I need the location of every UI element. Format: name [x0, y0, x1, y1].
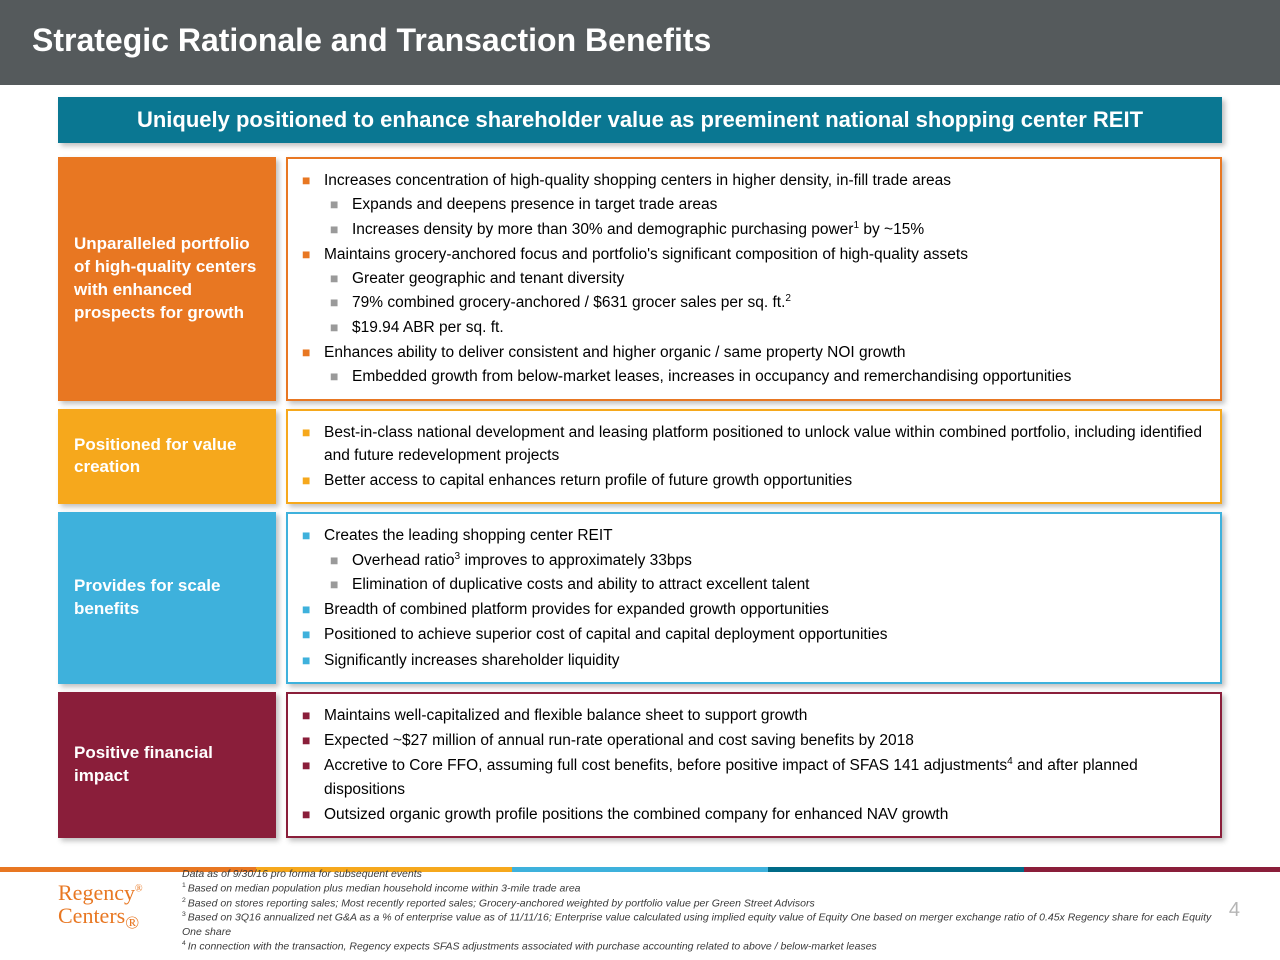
bullet-text: Creates the leading shopping center REIT [324, 527, 613, 544]
sub-bullet: $19.94 ABR per sq. ft. [330, 316, 1206, 339]
bullet-text: Enhances ability to deliver consistent a… [324, 344, 906, 361]
footnote-intro: Data as of 9/30/16 pro forma for subsequ… [182, 867, 1219, 881]
text: Increases density by more than 30% and d… [352, 221, 853, 238]
sub-bullet: Greater geographic and tenant diversity [330, 267, 1206, 290]
footnote: 4 In connection with the transaction, Re… [182, 939, 1219, 954]
sub-bullet: Overhead ratio3 improves to approximatel… [330, 549, 1206, 572]
section-value-creation: Positioned for value creation Best-in-cl… [58, 409, 1222, 505]
bullet: Enhances ability to deliver consistent a… [302, 341, 1206, 389]
banner: Uniquely positioned to enhance sharehold… [58, 97, 1222, 143]
section-scale-benefits: Provides for scale benefits Creates the … [58, 512, 1222, 684]
section-label: Positive financial impact [58, 692, 276, 838]
sub-bullet: 79% combined grocery-anchored / $631 gro… [330, 291, 1206, 314]
bullet: Increases concentration of high-quality … [302, 169, 1206, 241]
page-number: 4 [1219, 899, 1240, 922]
text: Overhead ratio [352, 552, 455, 569]
bullet-text: Maintains grocery-anchored focus and por… [324, 246, 968, 263]
section-content: Maintains well-capitalized and flexible … [286, 692, 1222, 838]
sections-container: Unparalleled portfolio of high-quality c… [58, 157, 1222, 838]
footnotes: Data as of 9/30/16 pro forma for subsequ… [178, 867, 1219, 954]
sub-bullet: Increases density by more than 30% and d… [330, 218, 1206, 241]
logo-line2: Centers [58, 903, 125, 928]
footnote-ref: 2 [785, 293, 791, 304]
footnote-text: Based on median population plus median h… [188, 883, 581, 895]
logo-line1: Regency [58, 880, 135, 905]
text: Accretive to Core FFO, assuming full cos… [324, 758, 1007, 775]
bullet-text: Increases concentration of high-quality … [324, 172, 951, 189]
section-content: Creates the leading shopping center REIT… [286, 512, 1222, 684]
footnote-text: In connection with the transaction, Rege… [188, 941, 877, 953]
footnote: 2 Based on stores reporting sales; Most … [182, 896, 1219, 911]
sub-bullet: Elimination of duplicative costs and abi… [330, 573, 1206, 596]
bullet: Positioned to achieve superior cost of c… [302, 623, 1206, 646]
text: improves to approximately 33bps [460, 552, 692, 569]
sub-bullet: Embedded growth from below-market leases… [330, 365, 1206, 388]
bullet: Breadth of combined platform provides fo… [302, 598, 1206, 621]
slide-title: Strategic Rationale and Transaction Bene… [32, 22, 1248, 59]
bullet: Outsized organic growth profile position… [302, 803, 1206, 826]
regency-logo: Regency® Centers® [58, 867, 178, 933]
footnote-text: Based on stores reporting sales; Most re… [188, 897, 815, 909]
section-label: Positioned for value creation [58, 409, 276, 505]
bullet: Best-in-class national development and l… [302, 421, 1206, 468]
section-content: Increases concentration of high-quality … [286, 157, 1222, 401]
registered-icon: ® [135, 884, 143, 895]
section-label: Provides for scale benefits [58, 512, 276, 684]
sub-bullet: Expands and deepens presence in target t… [330, 193, 1206, 216]
bullet: Maintains well-capitalized and flexible … [302, 704, 1206, 727]
bullet: Maintains grocery-anchored focus and por… [302, 243, 1206, 339]
logo-subscript: ® [125, 912, 139, 932]
section-portfolio: Unparalleled portfolio of high-quality c… [58, 157, 1222, 401]
footnote: 1 Based on median population plus median… [182, 881, 1219, 896]
section-financial-impact: Positive financial impact Maintains well… [58, 692, 1222, 838]
bullet: Expected ~$27 million of annual run-rate… [302, 729, 1206, 752]
section-label: Unparalleled portfolio of high-quality c… [58, 157, 276, 401]
text: by ~15% [859, 221, 924, 238]
footnote-text: Based on 3Q16 annualized net G&A as a % … [182, 912, 1211, 938]
bullet: Better access to capital enhances return… [302, 469, 1206, 492]
bullet: Creates the leading shopping center REIT… [302, 524, 1206, 596]
text: 79% combined grocery-anchored / $631 gro… [352, 295, 785, 312]
bullet: Significantly increases shareholder liqu… [302, 649, 1206, 672]
bullet: Accretive to Core FFO, assuming full cos… [302, 754, 1206, 801]
slide-header: Strategic Rationale and Transaction Bene… [0, 0, 1280, 85]
banner-text: Uniquely positioned to enhance sharehold… [137, 107, 1143, 132]
footnote: 3 Based on 3Q16 annualized net G&A as a … [182, 910, 1219, 939]
section-content: Best-in-class national development and l… [286, 409, 1222, 505]
slide-footer: Regency® Centers® Data as of 9/30/16 pro… [58, 867, 1240, 954]
